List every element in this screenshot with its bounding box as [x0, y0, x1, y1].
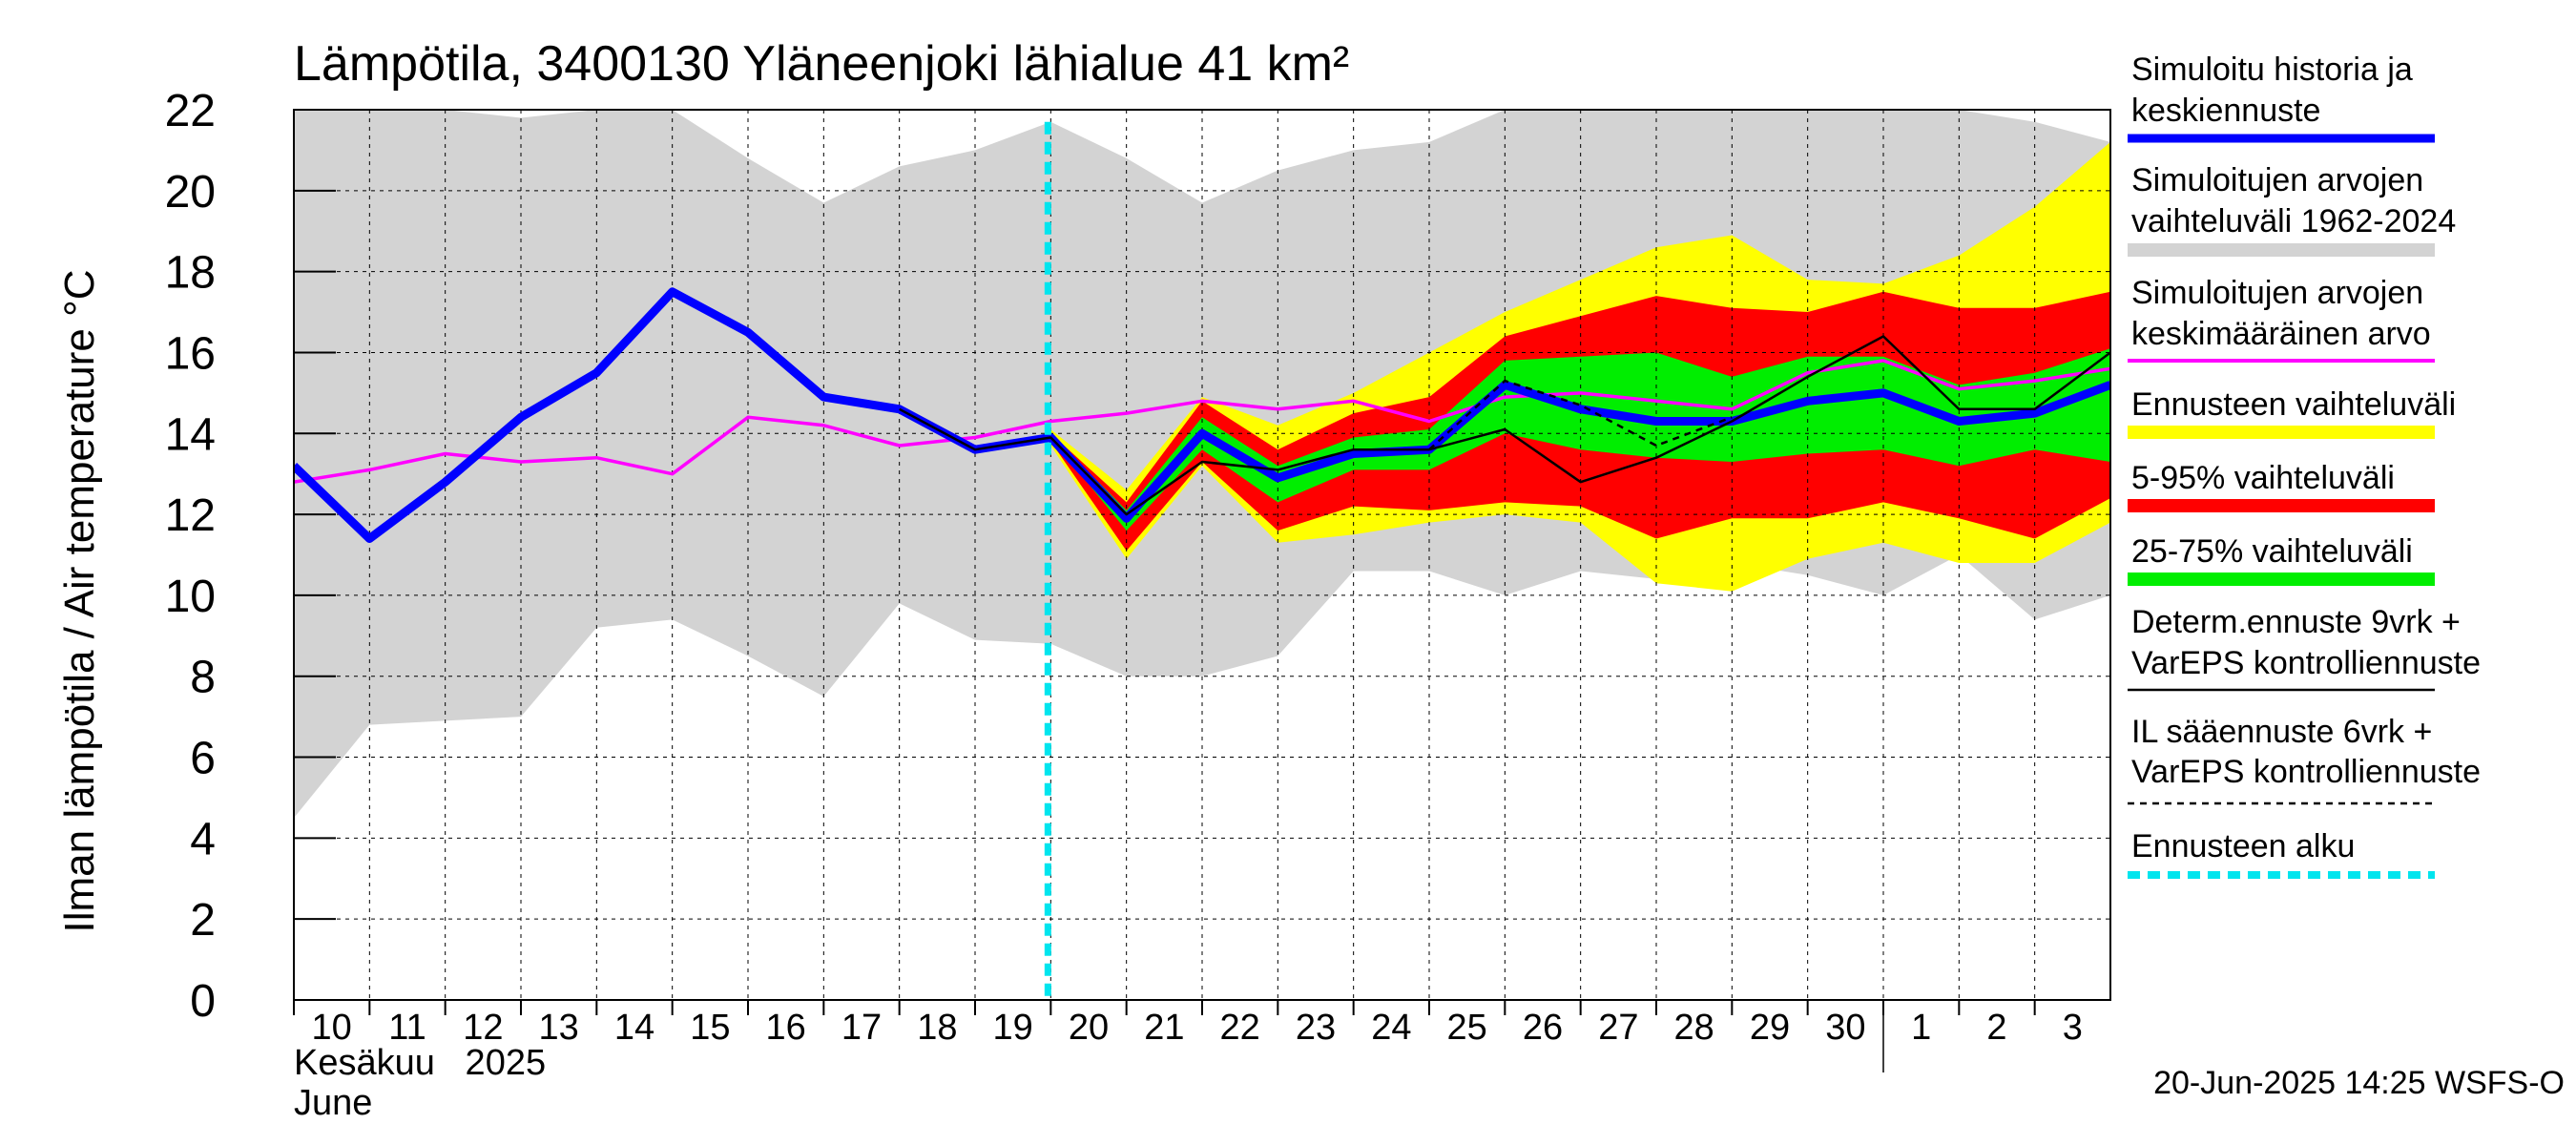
- x-tick-label: 16: [766, 1008, 806, 1048]
- deterministic-line: [899, 335, 2110, 516]
- x-tick-label: 18: [917, 1008, 957, 1048]
- x-tick-label: 3: [2063, 1008, 2083, 1048]
- y-axis-label: Ilman lämpötila / Air temperature °C: [56, 270, 103, 933]
- legend-entry: 5-95% vaihteluväli: [2128, 460, 2435, 512]
- mean-line: [294, 359, 2110, 484]
- legend-label: 25-75% vaihteluväli: [2131, 533, 2413, 570]
- x-tick-label: 28: [1674, 1008, 1714, 1048]
- x-tick-label: 17: [841, 1008, 882, 1048]
- legend-label: keskimääräinen arvo: [2131, 316, 2431, 352]
- legend-label: vaihteluväli 1962-2024: [2131, 203, 2456, 239]
- legend-entry: 25-75% vaihteluväli: [2128, 533, 2435, 586]
- x-tick-label: 25: [1447, 1008, 1487, 1048]
- legend-label: VarEPS kontrolliennuste: [2131, 645, 2481, 681]
- x-tick-label: 24: [1371, 1008, 1411, 1048]
- x-tick-label: 27: [1598, 1008, 1638, 1048]
- legend-entry: Ennusteen alku: [2128, 828, 2435, 879]
- x-tick-label: 22: [1220, 1008, 1260, 1048]
- y-tick-label: 2: [190, 895, 216, 946]
- legend-label: Ennusteen vaihteluväli: [2131, 386, 2456, 423]
- legend-label: IL sääennuste 6vrk +: [2131, 714, 2432, 750]
- legend-entry: IL sääennuste 6vrk + VarEPS kontrollienn…: [2128, 714, 2481, 805]
- simulated-line: [294, 287, 2110, 543]
- x-tick-label: 13: [539, 1008, 579, 1048]
- y-tick-label: 10: [165, 572, 216, 622]
- y-tick-label: 16: [165, 328, 216, 379]
- x-tick-label: 21: [1144, 1008, 1184, 1048]
- y-tick-label: 18: [165, 248, 216, 299]
- y-tick-label: 4: [190, 814, 216, 864]
- legend-entry: Simuloitu historia ja keskiennuste: [2128, 52, 2435, 143]
- legend-entry: Simuloitujen arvojen keskimääräinen arvo: [2128, 275, 2435, 363]
- x-tick-label: 19: [993, 1008, 1033, 1048]
- x-tick-label: 12: [463, 1008, 503, 1048]
- legend-label: Simuloitujen arvojen: [2131, 275, 2423, 311]
- legend-label: Ennusteen alku: [2131, 828, 2355, 864]
- footer-timestamp: 20-Jun-2025 14:25 WSFS-O: [2153, 1065, 2565, 1101]
- x-tick-label: 1: [1911, 1008, 1931, 1048]
- legend-label: Simuloitu historia ja: [2131, 52, 2413, 88]
- legend-label: Determ.ennuste 9vrk +: [2131, 604, 2461, 640]
- y-tick-label: 12: [165, 490, 216, 541]
- y-tick-label: 0: [190, 976, 216, 1027]
- month-label-en: June: [294, 1083, 372, 1123]
- x-tick-label: 29: [1750, 1008, 1790, 1048]
- y-tick-label: 20: [165, 167, 216, 218]
- y-tick-label: 14: [165, 409, 216, 460]
- x-tick-label: 14: [614, 1008, 654, 1048]
- month-label-fi: Kesäkuu 2025: [294, 1043, 546, 1083]
- legend-label: keskiennuste: [2131, 93, 2320, 129]
- x-tick-label: 30: [1825, 1008, 1865, 1048]
- series-layer: [294, 121, 2110, 1000]
- il-forecast-line: [1428, 379, 1733, 451]
- x-tick-label: 10: [312, 1008, 352, 1048]
- y-tick-label: 22: [165, 86, 216, 136]
- legend-entry: Determ.ennuste 9vrk + VarEPS kontrollienn…: [2128, 604, 2481, 692]
- legend-entry: Ennusteen vaihteluväli: [2128, 386, 2456, 439]
- x-tick-label: 11: [388, 1008, 426, 1048]
- y-tick-label: 8: [190, 653, 216, 703]
- y-tick-label: 6: [190, 734, 216, 784]
- x-tick-label: 2: [1986, 1008, 2006, 1048]
- x-tick-label: 26: [1523, 1008, 1563, 1048]
- legend-label: VarEPS kontrolliennuste: [2131, 754, 2481, 790]
- legend-label: 5-95% vaihteluväli: [2131, 460, 2395, 496]
- legend: Simuloitu historia jakeskiennusteSimuloi…: [2128, 52, 2481, 879]
- chart-title: Lämpötila, 3400130 Yläneenjoki lähialue …: [294, 36, 1349, 92]
- x-tick-label: 20: [1069, 1008, 1109, 1048]
- x-tick-label: 15: [690, 1008, 730, 1048]
- x-tick-label: 23: [1296, 1008, 1336, 1048]
- legend-entry: Simuloitujen arvojen vaihteluväli 1962-20…: [2128, 162, 2456, 257]
- legend-label: Simuloitujen arvojen: [2131, 162, 2423, 198]
